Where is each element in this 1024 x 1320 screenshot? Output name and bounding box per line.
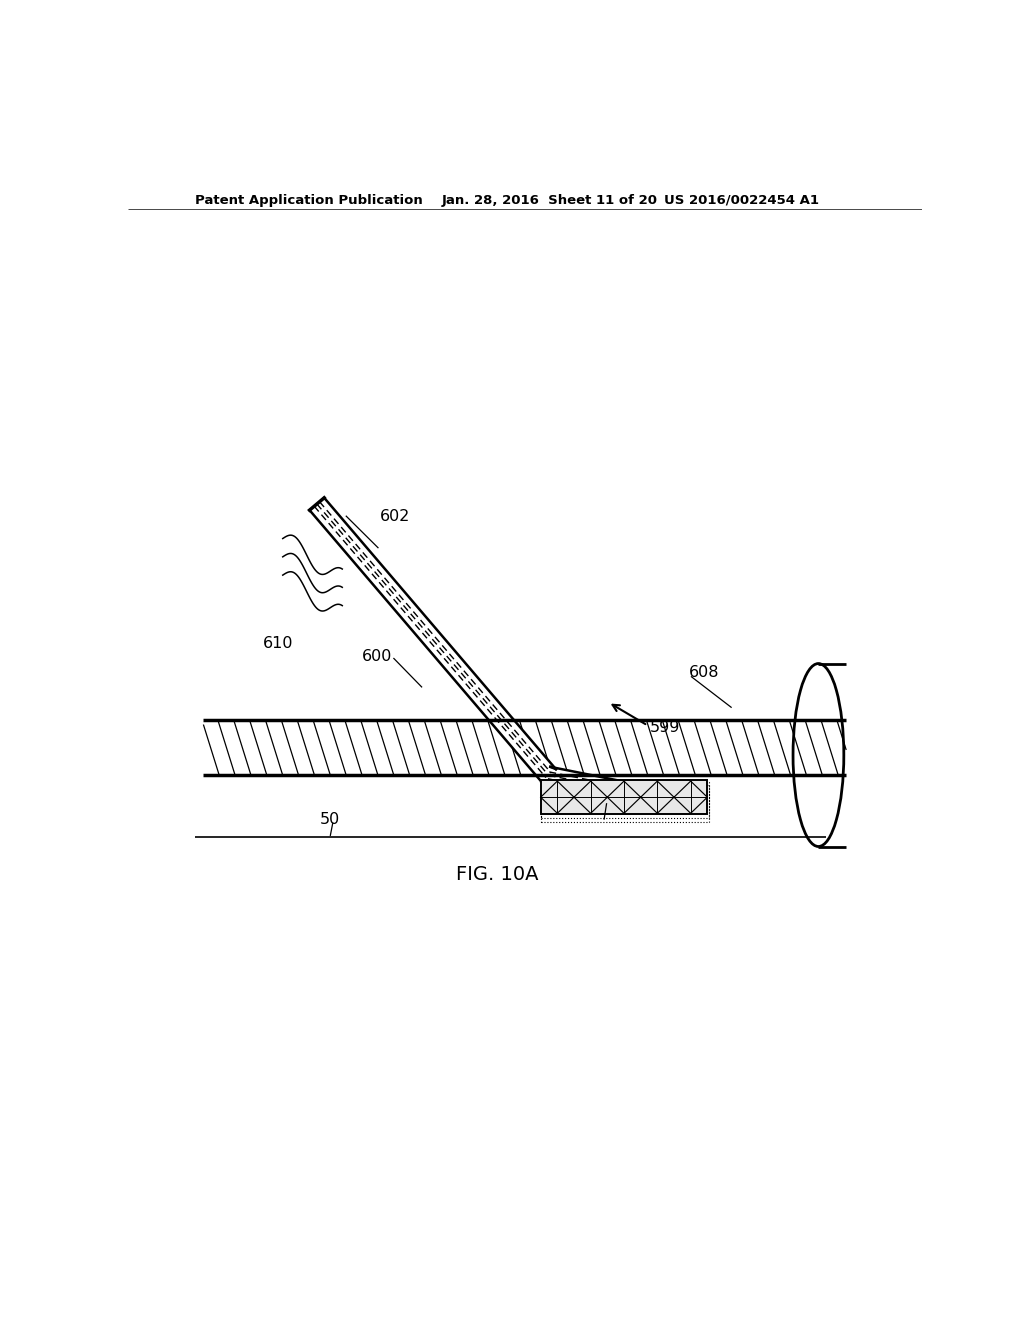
- Text: 600: 600: [362, 649, 392, 664]
- Polygon shape: [309, 498, 556, 781]
- Text: 610: 610: [263, 636, 294, 651]
- Polygon shape: [547, 767, 642, 803]
- Text: 599: 599: [650, 721, 681, 735]
- Text: 602: 602: [380, 508, 411, 524]
- Text: Jan. 28, 2016  Sheet 11 of 20: Jan. 28, 2016 Sheet 11 of 20: [441, 194, 657, 207]
- Text: 614: 614: [595, 791, 625, 807]
- Text: FIG. 10A: FIG. 10A: [456, 866, 539, 884]
- Text: Patent Application Publication: Patent Application Publication: [196, 194, 423, 207]
- Bar: [541, 784, 709, 822]
- Bar: [204, 721, 846, 775]
- Text: 608: 608: [689, 665, 720, 680]
- Text: 50: 50: [321, 812, 340, 826]
- Text: US 2016/0022454 A1: US 2016/0022454 A1: [664, 194, 818, 207]
- Bar: [541, 783, 709, 818]
- Bar: [541, 780, 708, 814]
